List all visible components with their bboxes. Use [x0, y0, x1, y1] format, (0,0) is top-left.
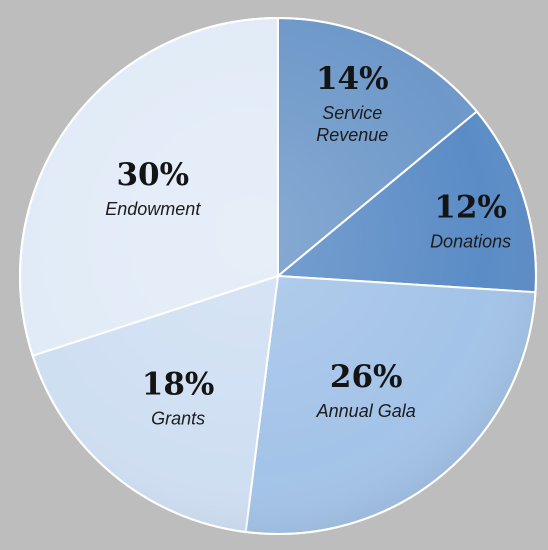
- category-label-annual-gala: Annual Gala: [316, 401, 416, 421]
- category-label-grants: Grants: [151, 408, 205, 428]
- category-label-service-revenue-line-2: Revenue: [316, 125, 388, 145]
- value-label-endowment: 30%: [116, 157, 189, 193]
- category-label-service-revenue-line-1: Service: [322, 103, 382, 123]
- value-label-grants: 18%: [142, 366, 215, 402]
- category-label-donations: Donations: [430, 232, 511, 252]
- pie-rim: [19, 17, 537, 535]
- value-label-annual-gala: 26%: [330, 359, 403, 395]
- value-label-donations: 12%: [434, 190, 507, 226]
- value-label-service-revenue: 14%: [316, 61, 389, 97]
- pie-slices: [19, 17, 537, 535]
- category-label-endowment: Endowment: [105, 199, 201, 219]
